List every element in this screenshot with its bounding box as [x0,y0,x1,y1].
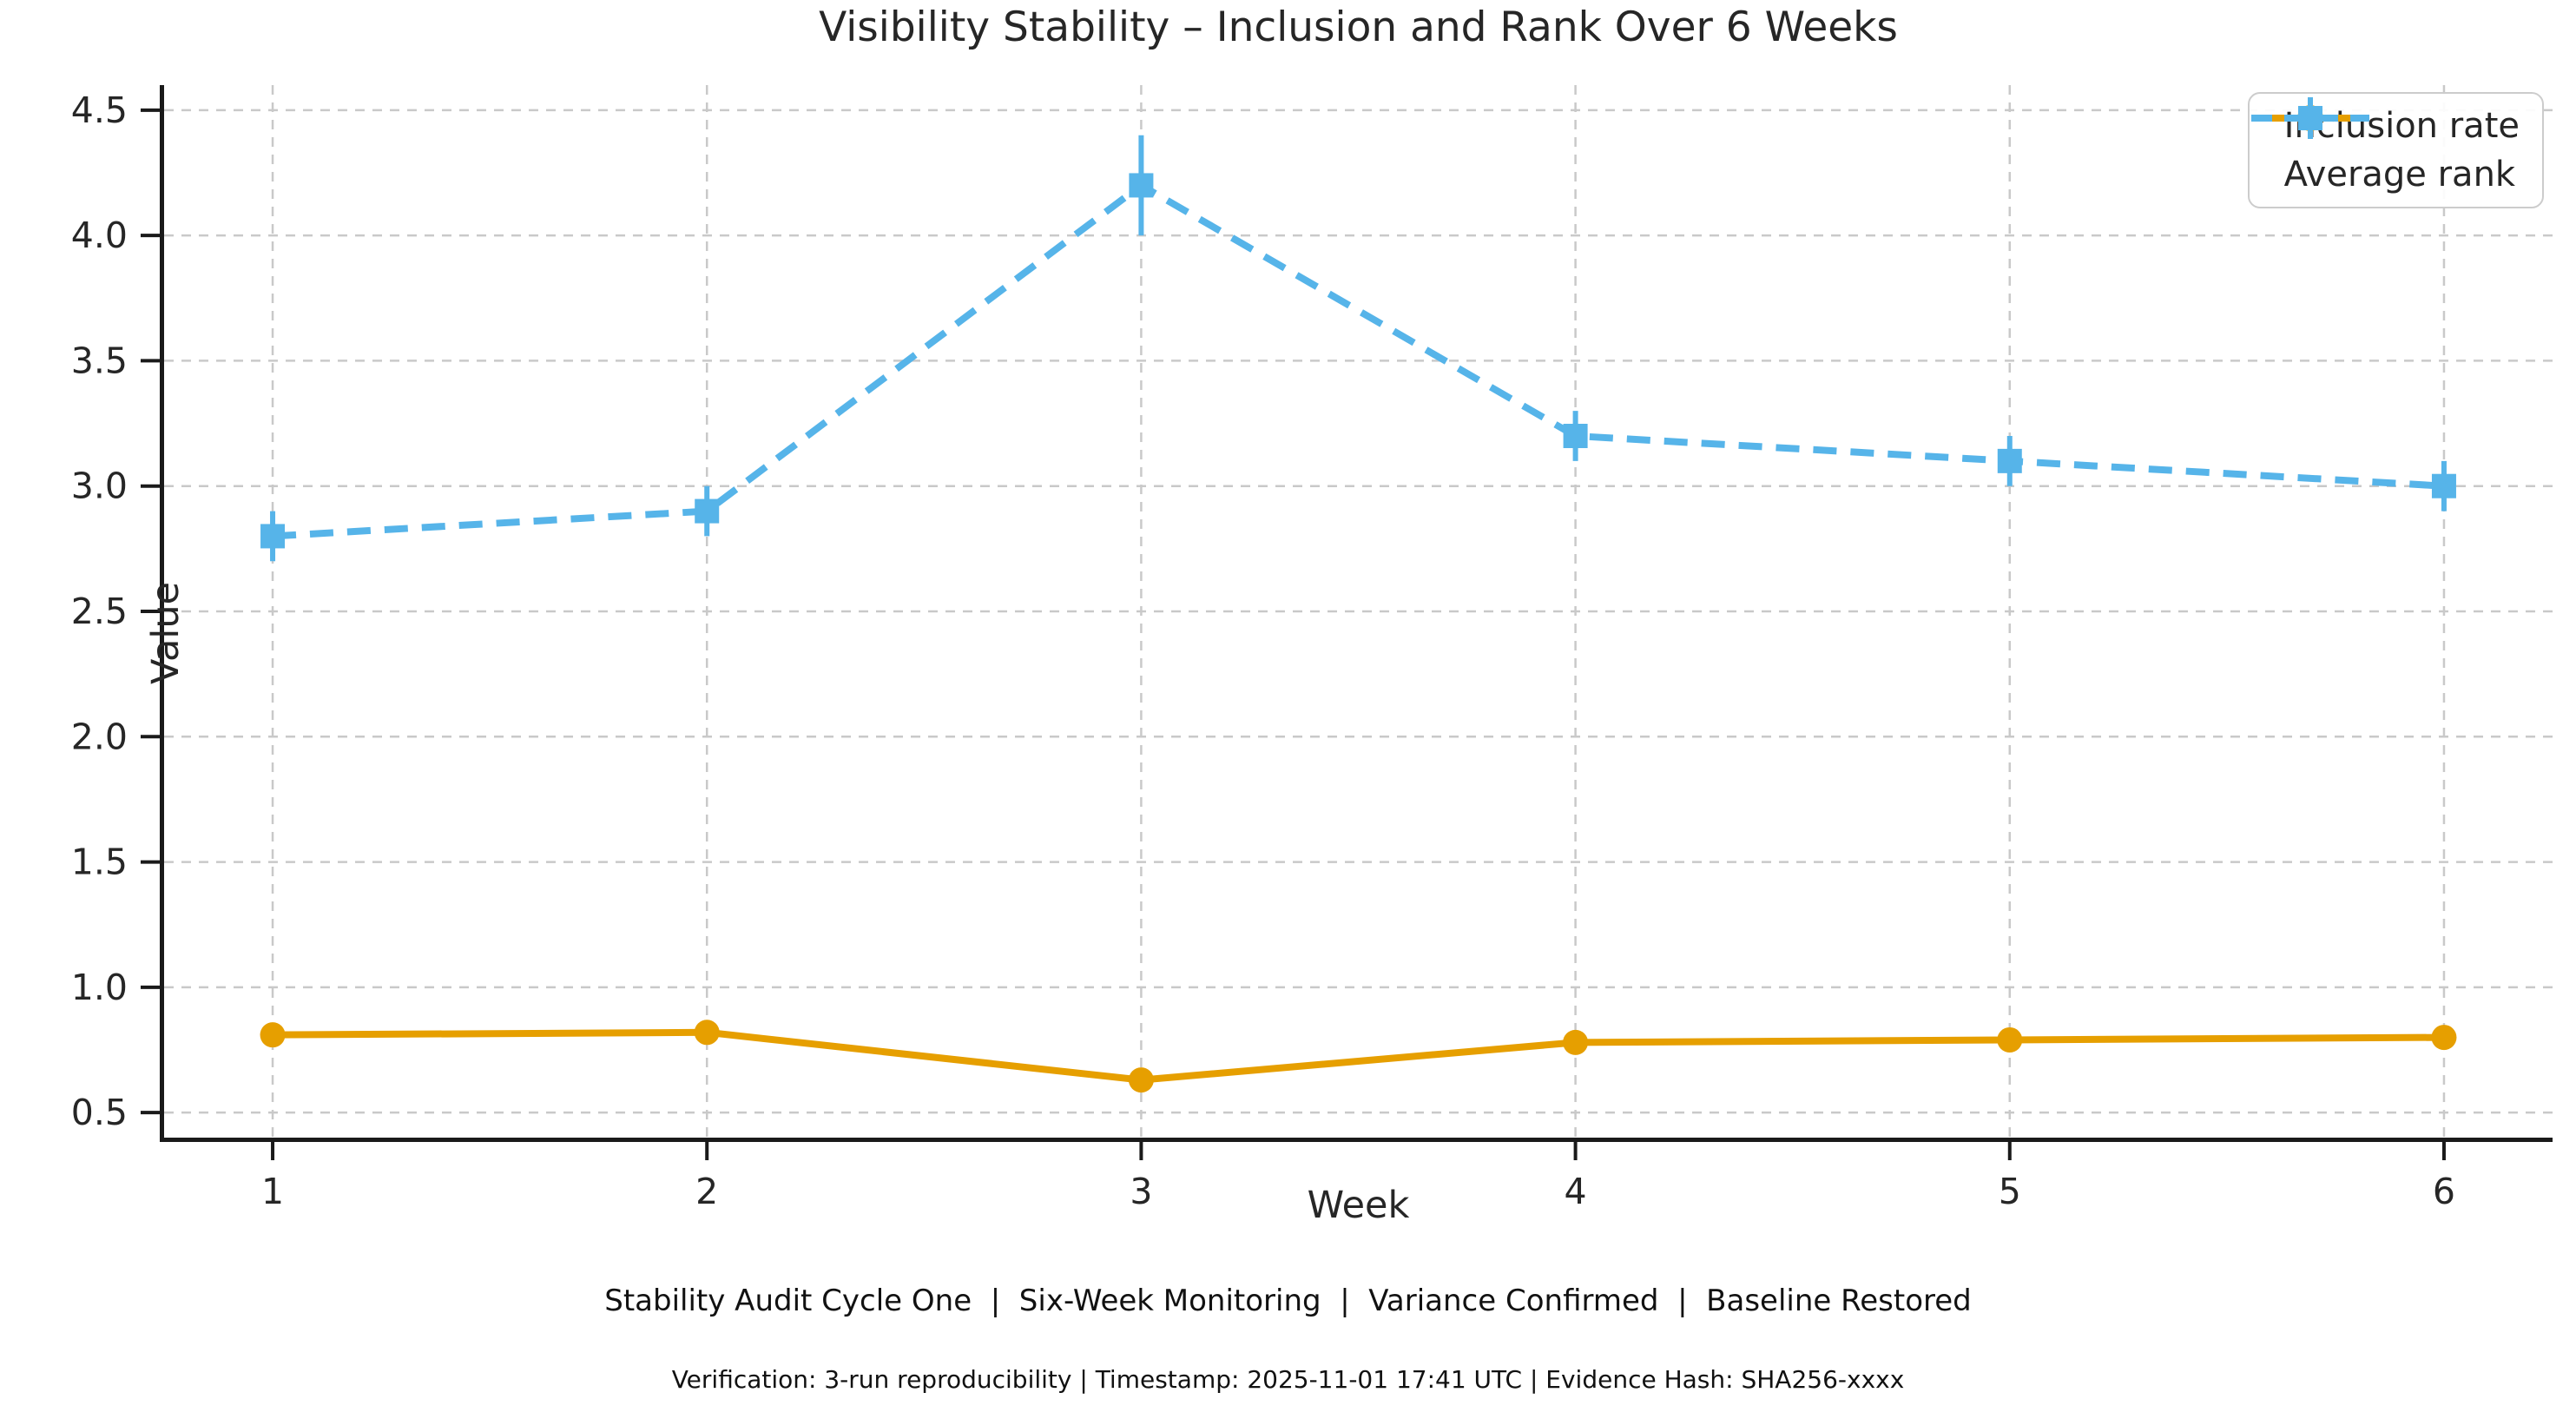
inclusion-rate-marker-week-4 [1563,1029,1589,1055]
legend-marker-sample [2297,106,2322,130]
plot-canvas: 0.5 1.0 1.5 2.0 2.5 3.0 3.5 4.0 4.5 1 2 3 4 5 6 [71,85,2553,1212]
chart-title: Visibility Stability – Inclusion and Ran… [819,3,1898,51]
y-tick-label: 1.0 [71,967,128,1008]
verification-line: Verification: 3-run reproducibility | Ti… [671,1365,1905,1394]
x-tick-label: 6 [2433,1171,2455,1212]
y-tick-label: 2.0 [71,716,128,757]
average-rank-marker-week-3 [1129,173,1154,198]
y-axis-label: Value [144,581,188,685]
inclusion-rate-line [273,1028,2444,1084]
inclusion-rate-marker-week-2 [694,1020,720,1046]
x-tick-label: 2 [695,1171,718,1212]
legend-item-average-rank: Average rank [2250,97,2520,195]
legend-label-inclusion-rate: Inclusion rate [2283,106,2520,146]
legend-sample-svg [2250,97,2369,139]
footer-banner: Stability Audit Cycle One | Six-Week Mon… [604,1284,1972,1318]
inclusion-rate-marker-week-1 [260,1022,286,1048]
average-rank-marker-week-6 [2431,473,2456,498]
plot-area: 0.5 1.0 1.5 2.0 2.5 3.0 3.5 4.0 4.5 1 2 3 4 5 6 Value … [71,85,2553,1227]
average-rank-marker-week-5 [1997,448,2022,473]
average-rank-marker-week-4 [1563,424,1588,448]
average-rank-line [272,181,2445,540]
x-tick-label: 5 [1999,1171,2021,1212]
y-tick-label: 3.0 [71,465,128,507]
y-tick-label: 0.5 [71,1092,128,1133]
x-tick-label: 3 [1130,1171,1152,1212]
y-tick-label: 3.5 [71,340,128,381]
y-tick-label: 4.5 [71,89,128,131]
y-tick-label: 4.0 [71,214,128,256]
inclusion-rate-marker-week-5 [1997,1026,2023,1053]
legend-label-average-rank: Average rank [2283,155,2516,195]
inclusion-rate-marker-week-6 [2431,1025,2457,1051]
y-tick-label: 2.5 [71,591,128,632]
inclusion-rate-marker-week-3 [1128,1067,1154,1093]
legend: Inclusion rate Average rank [2247,92,2544,208]
average-rank-marker-week-2 [695,498,720,524]
x-axis-label: Week [1307,1184,1410,1227]
y-tick-label: 1.5 [71,842,128,883]
x-tick-label: 4 [1565,1171,1587,1212]
x-tick-label: 1 [261,1171,284,1212]
average-rank-marker-week-1 [260,524,286,549]
